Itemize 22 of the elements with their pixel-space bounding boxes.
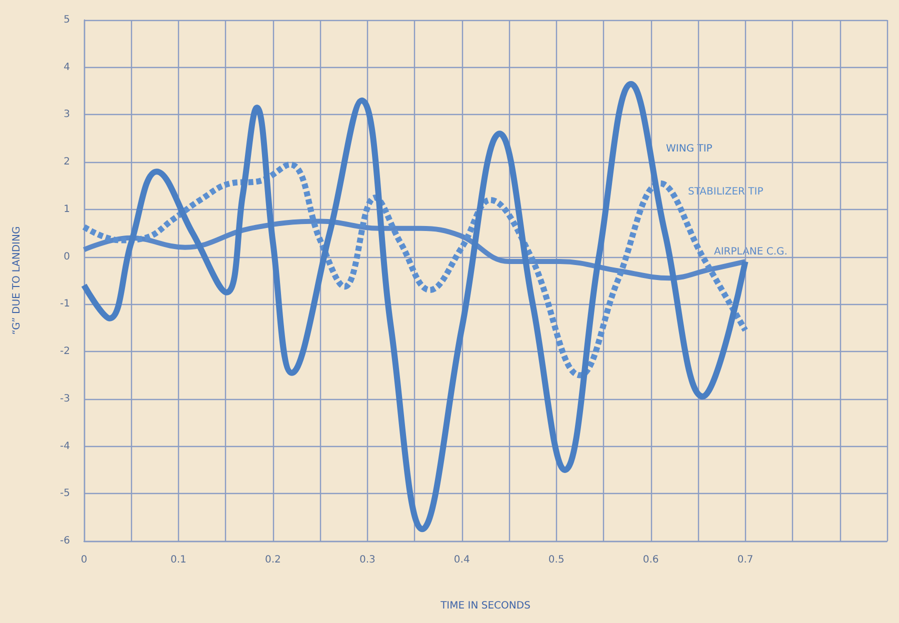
x-tick-label: 0 bbox=[80, 554, 88, 566]
x-tick-label: 0.3 bbox=[359, 554, 376, 566]
y-tick-label: -6 bbox=[60, 536, 70, 546]
y-tick-label: 5 bbox=[64, 14, 70, 26]
y-tick-label: 0 bbox=[64, 251, 70, 262]
y-axis-title: “G” DUE TO LANDING bbox=[12, 226, 22, 335]
y-tick-label: -4 bbox=[60, 440, 70, 452]
y-tick-label: -5 bbox=[60, 488, 70, 500]
x-tick-label: 0.4 bbox=[454, 554, 470, 566]
y-tick-label: -3 bbox=[60, 393, 70, 404]
x-tick-label: 0.7 bbox=[737, 554, 754, 566]
y-tick-label: 4 bbox=[64, 62, 70, 73]
x-tick-label: 0.5 bbox=[548, 554, 564, 566]
x-tick-label: 0.6 bbox=[642, 554, 659, 566]
x-tick-label: 0.1 bbox=[170, 554, 186, 566]
y-tick-label: -1 bbox=[60, 298, 70, 310]
y-tick-label: 2 bbox=[64, 156, 70, 168]
y-tick-label: -2 bbox=[60, 346, 70, 358]
y-tick-label: 1 bbox=[64, 204, 70, 215]
x-tick-label: 0.2 bbox=[264, 554, 281, 566]
x-axis-title: TIME IN SECONDS bbox=[440, 600, 530, 612]
y-tick-label: 3 bbox=[64, 109, 70, 120]
